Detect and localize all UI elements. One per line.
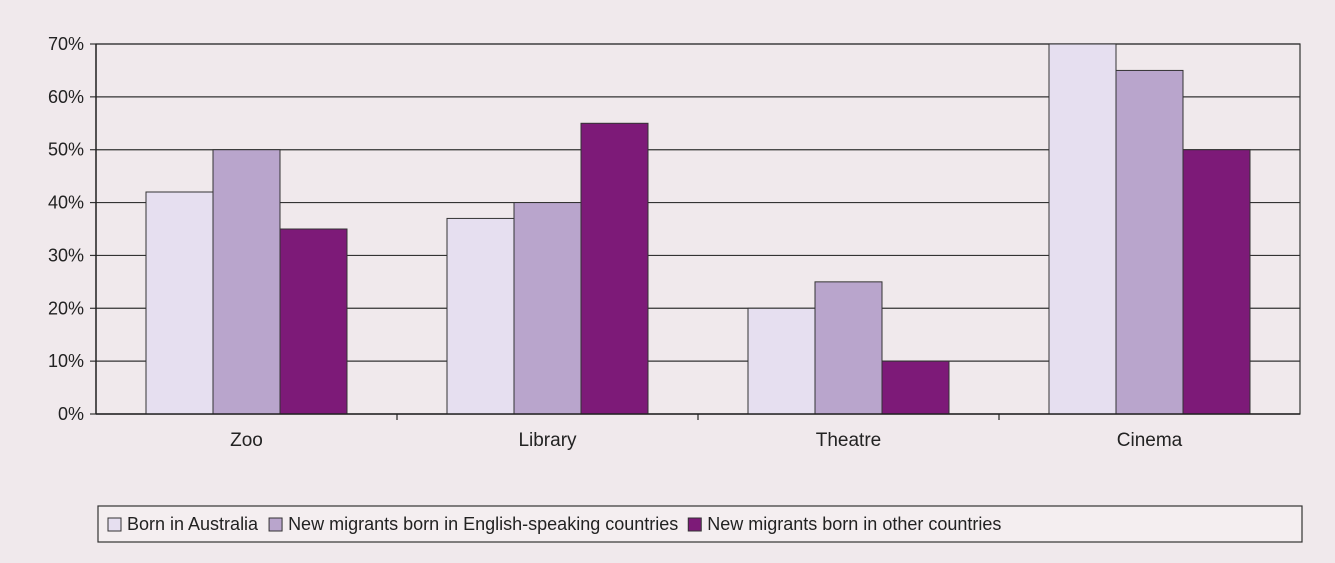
bar-cinema-series-3 [1182,149,1251,415]
x-tick-labels: Zoo Library Theatre Cinema [230,430,1183,451]
bar-zoo-series-1 [145,191,214,415]
x-tick-label: Cinema [1117,430,1183,451]
bar-cinema-series-1 [1048,43,1117,415]
bar-theatre-series-1 [747,307,816,415]
y-tick-label: 20% [48,298,84,318]
legend: Born in Australia New migrants born in En… [97,505,1303,543]
y-tick-label: 70% [48,34,84,54]
bar-library-series-3 [580,122,649,415]
x-tick-label: Theatre [816,430,881,451]
x-tick-label: Zoo [230,430,263,451]
legend-swatch [107,517,122,532]
bar-zoo-series-3 [279,228,348,415]
legend-label: Born in Australia [127,514,259,534]
x-tick-label: Library [518,430,577,451]
bars [145,43,1251,415]
y-tick-label: 30% [48,245,84,265]
legend-label: New migrants born in English-speaking co… [288,514,678,534]
axes [90,43,1300,420]
legend-label: New migrants born in other countries [707,514,1001,534]
y-tick-label: 50% [48,140,84,160]
y-tick-label: 0% [58,404,84,424]
y-tick-label: 60% [48,87,84,107]
bar-library-series-1 [446,217,515,415]
y-tick-labels: 0% 10% 20% 30% 40% 50% 60% 70% [48,34,84,424]
bar-zoo-series-2 [212,149,281,415]
bar-library-series-2 [513,202,582,415]
legend-swatch [687,517,702,532]
y-tick-label: 40% [48,193,84,213]
bar-cinema-series-2 [1115,69,1184,415]
y-tick-label: 10% [48,351,84,371]
bar-theatre-series-2 [814,281,883,415]
legend-swatch [268,517,283,532]
bar-theatre-series-3 [881,360,950,415]
